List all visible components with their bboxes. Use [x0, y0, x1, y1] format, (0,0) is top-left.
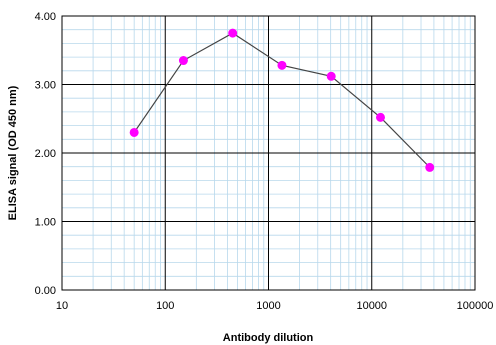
data-point	[277, 60, 287, 70]
data-point	[326, 71, 336, 81]
x-tick-label: 100000	[457, 300, 494, 312]
y-tick-label: 4.00	[35, 11, 56, 23]
y-axis-title: ELISA signal (OD 450 nm)	[7, 85, 19, 220]
series-line	[133, 32, 431, 168]
grid	[61, 15, 476, 291]
data-point	[178, 56, 188, 66]
plot-frame	[61, 15, 476, 291]
data-point	[425, 162, 435, 172]
y-tick-label: 0.00	[35, 285, 56, 297]
y-tick-label: 1.00	[35, 217, 56, 229]
x-tick-label: 10000	[356, 300, 387, 312]
data-point	[228, 28, 238, 38]
y-tick-labels: 0.00 1.00 2.00 3.00 4.00	[35, 11, 56, 297]
x-tick-label: 10	[56, 300, 68, 312]
x-axis-title: Antibody dilution	[223, 332, 314, 344]
data-point	[375, 112, 385, 122]
x-tick-label: 100	[156, 300, 174, 312]
x-tick-labels: 10 100 1000 10000 100000	[56, 300, 493, 312]
y-tick-label: 3.00	[35, 80, 56, 92]
data-series	[129, 28, 435, 172]
y-tick-label: 2.00	[35, 148, 56, 160]
x-tick-label: 1000	[256, 300, 280, 312]
data-point	[129, 127, 139, 137]
